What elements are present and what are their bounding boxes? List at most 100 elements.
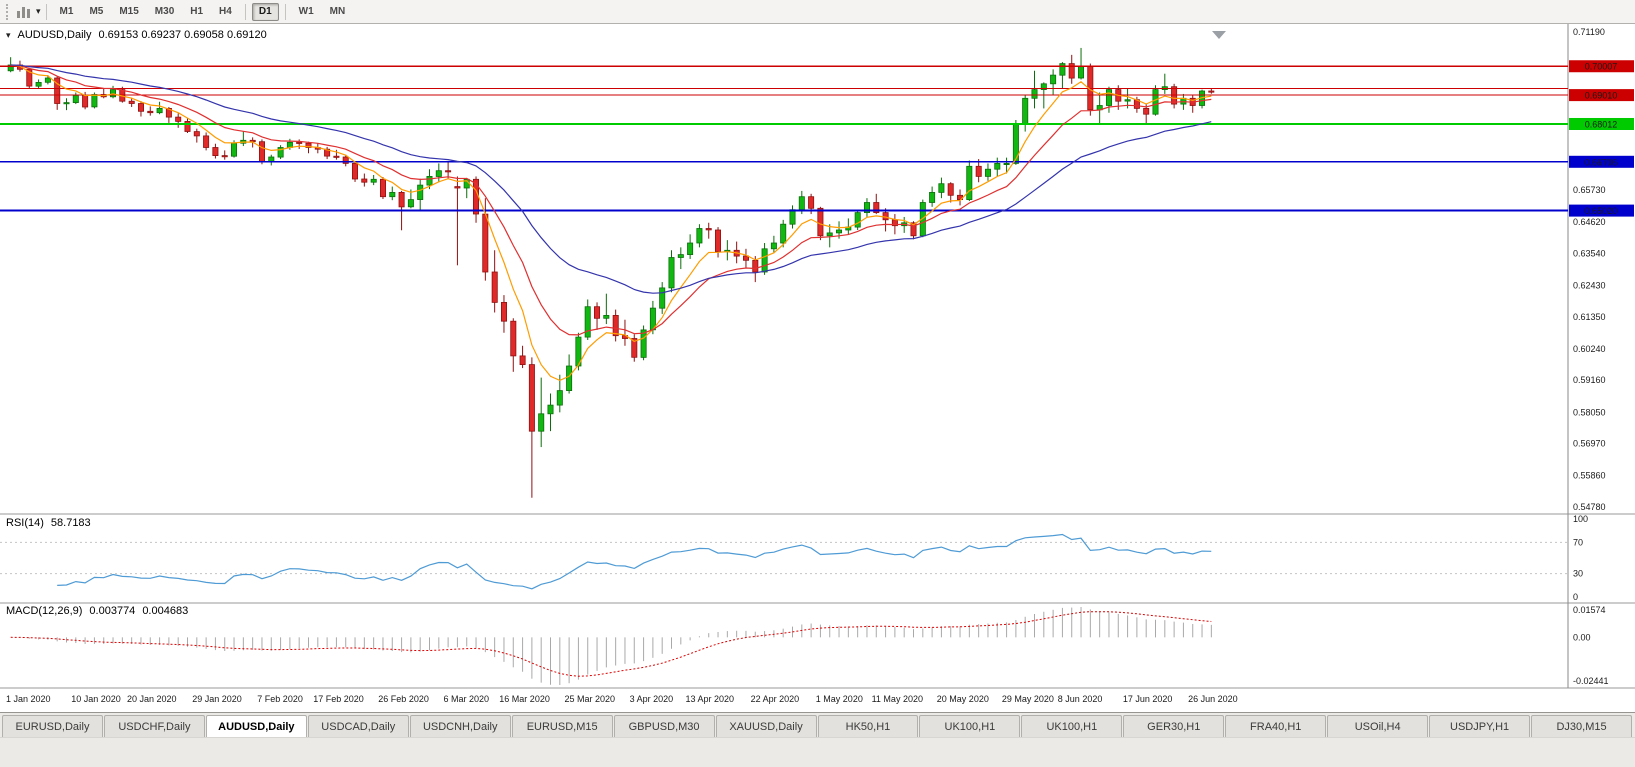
horizontal-lines [0,65,1568,212]
chart-tab-usoil-h4[interactable]: USOil,H4 [1327,715,1429,737]
chart-tab-uk100-h1[interactable]: UK100,H1 [1021,715,1123,737]
chart-canvas[interactable]: 0.71190 0.65730 0.64620 0.63540 0.62430 0.613… [0,24,1635,712]
periodicity-icon[interactable] [14,3,34,21]
macd-tick: -0.02441 [1573,676,1609,686]
chart-tab-usdjpy-h1[interactable]: USDJPY,H1 [1429,715,1531,737]
price-tick: 0.55860 [1573,471,1606,481]
price-tick: 0.65730 [1573,185,1606,195]
chart-tab-fra40-h1[interactable]: FRA40,H1 [1225,715,1327,737]
chart-tab-dj30-m15[interactable]: DJ30,M15 [1531,715,1632,737]
toolbar-grip[interactable] [6,3,11,20]
timeframe-button-h4[interactable]: H4 [219,5,232,17]
price-badge-label: 0.65020 [1585,206,1618,216]
timeframe-buttons: M1 M5 M15 M30 H1 H4 D1 W1 MN [52,2,354,21]
chevron-down-icon[interactable]: ▾ [36,6,41,16]
price-tick: 0.56970 [1573,439,1606,449]
date-label: 25 Mar 2020 [565,694,616,704]
timeframe-button-h1[interactable]: H1 [190,5,204,17]
date-label: 1 Jan 2020 [6,694,51,704]
date-label: 29 May 2020 [1002,694,1054,704]
date-label: 13 Apr 2020 [686,694,735,704]
date-label: 1 May 2020 [816,694,863,704]
price-tick: 0.58050 [1573,407,1606,417]
price-badge-label: 0.68012 [1585,119,1618,129]
price-badge-label: 0.69010 [1585,91,1618,101]
rsi-panel: 100 70 30 0 [0,514,1588,602]
macd-tick: 0.01574 [1573,605,1606,615]
price-tick: 0.64620 [1573,217,1606,227]
price-axis: 0.71190 0.65730 0.64620 0.63540 0.62430 0.613… [1569,27,1634,512]
toolbar-separator [45,3,47,20]
chart-tabbar: EURUSD,Daily USDCHF,Daily AUDUSD,Daily USDC… [0,712,1635,737]
chart-tab-audusd-daily[interactable]: AUDUSD,Daily [205,715,307,737]
price-tick: 0.61350 [1573,312,1606,322]
price-badge-label: 0.70007 [1585,62,1618,72]
chart-tab-eurusd-m15[interactable]: EURUSD,M15 [511,715,613,737]
timeframe-button-m30[interactable]: M30 [154,5,175,17]
rsi-tick: 100 [1573,514,1588,524]
price-badge [1569,60,1634,73]
date-label: 10 Jan 2020 [71,694,121,704]
timeframe-button-m5[interactable]: M5 [89,5,104,17]
date-axis: 1 Jan 2020 10 Jan 2020 20 Jan 2020 29 Jan 2… [6,694,1238,704]
date-label: 29 Jan 2020 [192,694,242,704]
price-badge [1569,89,1634,102]
price-badge [1569,155,1634,168]
price-badge [1569,204,1634,217]
timeframe-button-d1[interactable]: D1 [251,2,279,21]
toolbar-separator [244,3,246,20]
price-tick: 0.54780 [1573,502,1606,512]
rsi-line [57,533,1212,590]
macd-tick: 0.00 [1573,632,1591,642]
moving-averages [10,64,1212,382]
date-label: 26 Feb 2020 [378,694,429,704]
timeframe-button-m1[interactable]: M1 [59,5,74,17]
ma-line-6 [10,64,1212,382]
collapse-icon[interactable]: ▾ [6,30,11,40]
chart-shift-marker-icon[interactable] [1212,31,1226,39]
bar-chart-icon [17,6,30,18]
rsi-tick: 0 [1573,592,1578,602]
date-label: 8 Jun 2020 [1058,694,1103,704]
chart-tab-usdchf-daily[interactable]: USDCHF,Daily [103,715,205,737]
price-tick: 0.59160 [1573,375,1606,385]
date-label: 3 Apr 2020 [630,694,674,704]
price-badge-label: 0.66706 [1585,157,1618,167]
chart-tab-eurusd-daily[interactable]: EURUSD,Daily [2,715,103,737]
timeframe-button-m15[interactable]: M15 [119,5,139,17]
price-tick: 0.60240 [1573,344,1606,354]
chart-tab-uk100-h1[interactable]: UK100,H1 [919,715,1021,737]
date-label: 17 Jun 2020 [1123,694,1173,704]
chart-tab-usdcnh-daily[interactable]: USDCNH,Daily [409,715,511,737]
date-label: 16 Mar 2020 [499,694,550,704]
price-tick: 0.71190 [1573,27,1605,37]
date-label: 26 Jun 2020 [1188,694,1238,704]
date-label: 17 Feb 2020 [313,694,364,704]
panel-separators [0,24,1635,689]
date-label: 20 Jan 2020 [127,694,177,704]
timeframe-button-w1[interactable]: W1 [298,5,314,17]
macd-panel: 0.01574 0.00 -0.02441 [10,605,1609,686]
top-toolbar: ▾ M1 M5 M15 M30 H1 H4 D1 W1 MN [0,0,1635,24]
timeframe-button-mn[interactable]: MN [329,5,346,17]
date-label: 7 Feb 2020 [257,694,303,704]
macd-signal-line [10,611,1212,677]
chart-window[interactable]: 0.71190 0.65730 0.64620 0.63540 0.62430 0.613… [0,24,1635,712]
price-tick: 0.63540 [1573,248,1606,258]
chart-tab-usdcad-daily[interactable]: USDCAD,Daily [307,715,409,737]
date-label: 20 May 2020 [937,694,989,704]
chart-tab-hk50-h1[interactable]: HK50,H1 [817,715,919,737]
date-label: 11 May 2020 [872,694,923,704]
chart-tab-ger30-h1[interactable]: GER30,H1 [1123,715,1225,737]
toolbar-separator [284,3,286,20]
rsi-tick: 70 [1573,537,1583,547]
status-bar [0,737,1635,767]
ma-line-13 [10,64,1212,336]
price-tick: 0.62430 [1573,281,1606,291]
chart-tab-xauusd-daily[interactable]: XAUUSD,Daily [715,715,817,737]
candles-layer [7,47,1215,498]
rsi-tick: 30 [1573,569,1583,579]
ma-line-30 [10,64,1212,294]
chart-tab-gbpusd-m30[interactable]: GBPUSD,M30 [613,715,715,737]
date-label: 6 Mar 2020 [444,694,490,704]
